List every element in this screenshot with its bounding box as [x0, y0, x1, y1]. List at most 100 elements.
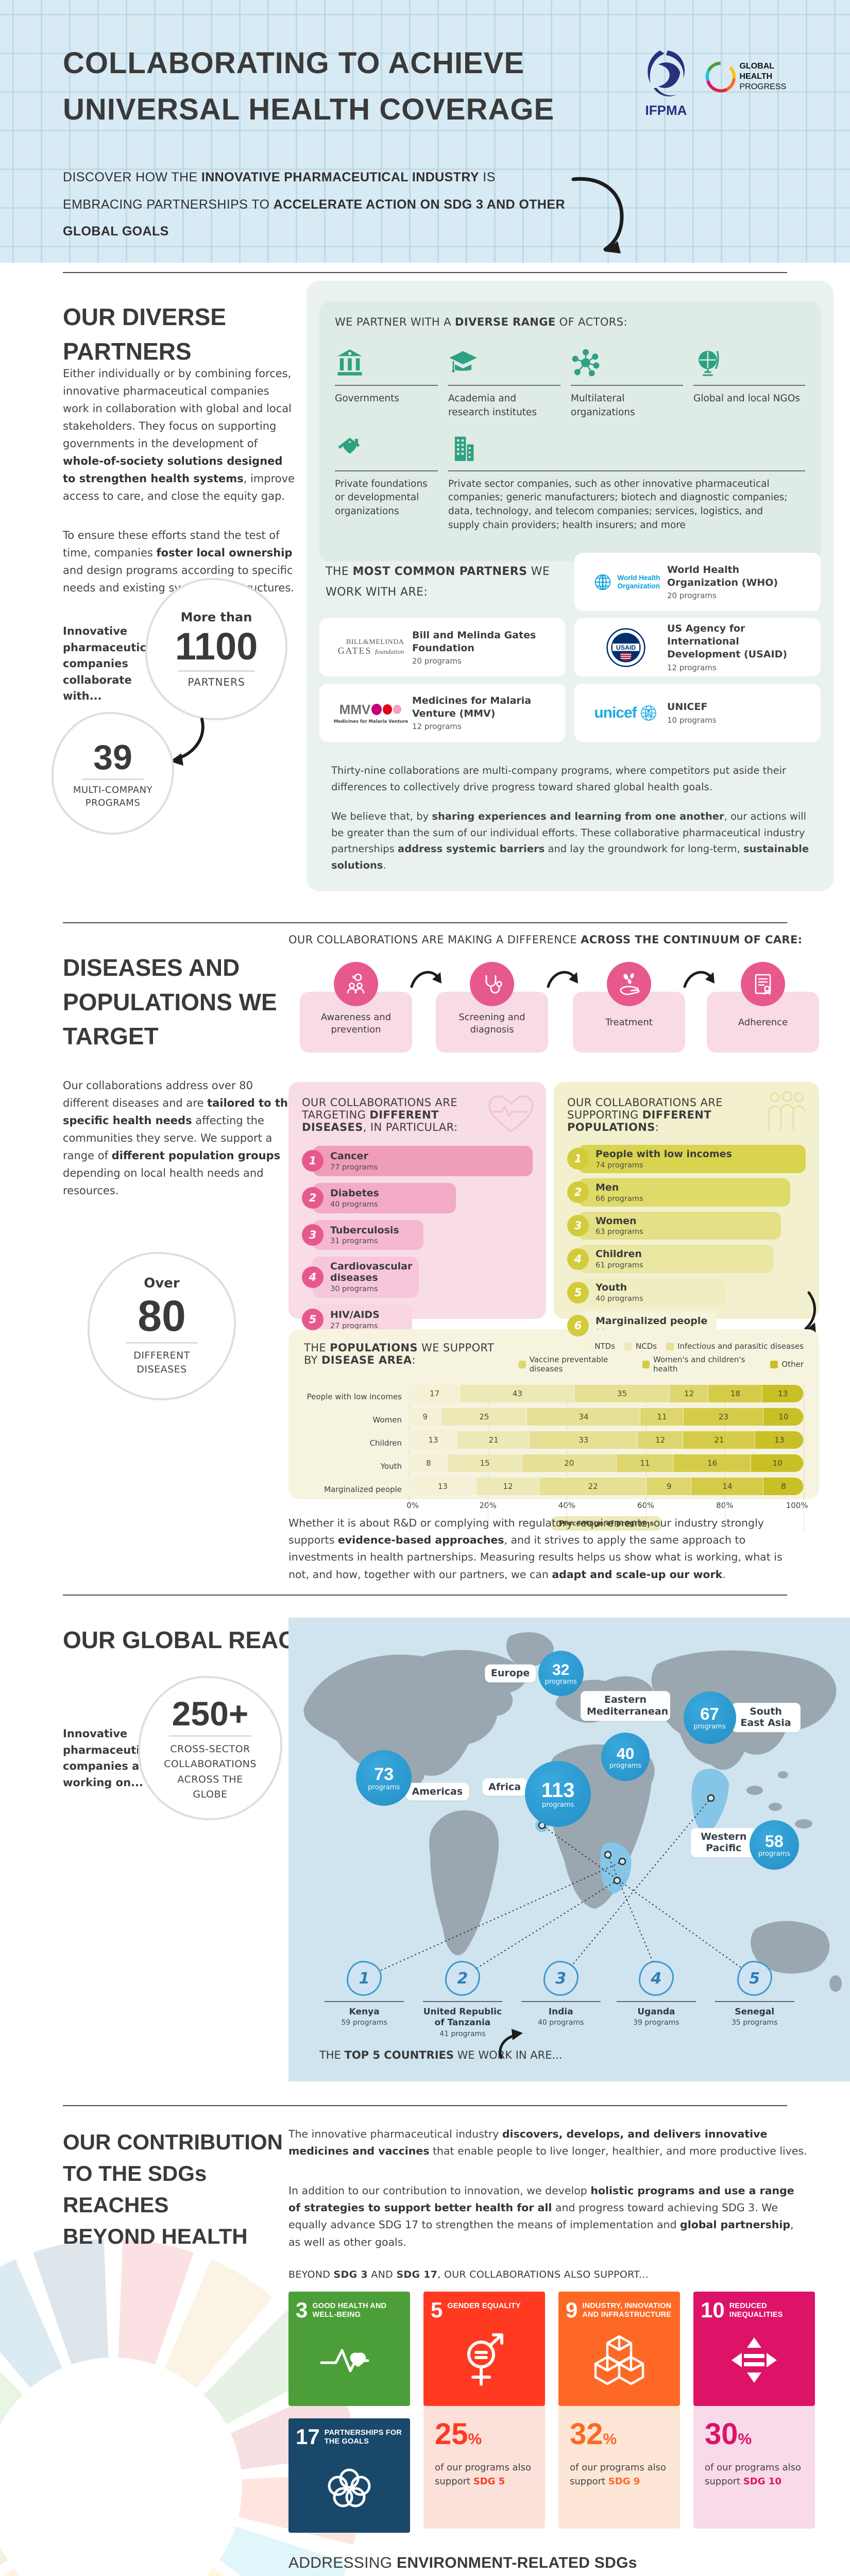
legend-swatch — [770, 1360, 778, 1368]
bar-value: 9 — [667, 1482, 672, 1491]
region-label-africa: Africa — [482, 1778, 528, 1796]
sdg10-percent-panel: 30% of our programs also support SDG 10 — [693, 2406, 815, 2529]
hand-drawn-arrow-down-icon — [571, 177, 624, 253]
text-seg: OUR COLLABORATIONS ARE SUPPORTING — [567, 1096, 723, 1121]
mmv-logo: MMV Medicines for Malaria Venture — [330, 702, 412, 724]
country-tanzania: 2 United Republic of Tanzania 41 program… — [419, 1961, 506, 2038]
disease-row: 4 Cardiovascular diseases 30 programs — [302, 1257, 533, 1298]
stat1-top: More than — [180, 610, 252, 624]
legend-item: Vaccine preventable diseases — [519, 1355, 633, 1374]
partner-programs: 20 programs — [412, 656, 462, 666]
legend-label: Women's and children's health — [653, 1355, 745, 1374]
text-seg: AND — [367, 2269, 397, 2280]
section-divider — [63, 272, 787, 273]
disease-programs: 77 programs — [330, 1163, 378, 1172]
partner-name: UNICEF — [667, 701, 708, 713]
bar-value: 14 — [722, 1482, 733, 1491]
unicef-emblem-icon — [640, 705, 656, 721]
percent-sign: % — [738, 2431, 752, 2448]
curve-arrow-icon — [683, 971, 715, 988]
percent-value: 32 — [570, 2417, 603, 2451]
bar-value: 9 — [422, 1412, 428, 1421]
graduation-cap-icon — [449, 351, 477, 372]
partner-programs: 12 programs — [412, 722, 462, 732]
bar-value: 25 — [479, 1412, 489, 1421]
diverse-partners-section: OUR DIVERSE PARTNERS Either individually… — [0, 263, 850, 922]
population-name: Women — [596, 1215, 637, 1227]
heading-line: TARGET — [63, 1023, 159, 1050]
region-value: 58 — [765, 1832, 784, 1851]
bar-value: 8 — [781, 1482, 786, 1491]
partner-card-who: World Health Organization World Health O… — [574, 553, 821, 611]
sdg-number: 3 — [296, 2298, 308, 2322]
country-programs: 35 programs — [732, 2019, 778, 2027]
population-programs: 61 programs — [596, 1261, 643, 1270]
actor-private-sector: Private sector companies, such as other … — [448, 433, 805, 533]
ifpma-logo: IFPMA — [638, 49, 694, 118]
partner-name: US Agency for International Development … — [667, 623, 788, 660]
actor-rule — [448, 385, 560, 386]
text-seg: ADDRESSING — [288, 2554, 397, 2571]
text-bold: whole-of-society solutions designed to s… — [63, 455, 283, 485]
hero-section: COLLABORATING TO ACHIEVE UNIVERSAL HEALT… — [0, 0, 850, 263]
sdg5-percent-panel: 25% of our programs also support SDG 5 — [423, 2406, 545, 2529]
actor-rule — [335, 470, 438, 471]
country-name: United Republic of Tanzania — [423, 2007, 502, 2028]
region-value: 67 — [700, 1704, 719, 1723]
heading-line: OUR CONTRIBUTION — [63, 2130, 283, 2154]
region-value: 32 — [552, 1661, 570, 1679]
heading-line: DISEASES AND — [63, 954, 240, 981]
stat-underline — [169, 1735, 251, 1737]
bar-value: 12 — [503, 1482, 513, 1491]
ghp-logo-line1: GLOBAL HEALTH — [739, 62, 774, 81]
bar-value: 10 — [778, 1412, 789, 1421]
text-bold: evidence-based approaches — [337, 1534, 504, 1547]
country-name: Kenya — [349, 2007, 380, 2017]
bar-value: 21 — [488, 1435, 499, 1445]
text-bold: SDG 17 — [396, 2269, 438, 2280]
region-unit: programs — [368, 1783, 400, 1791]
text-seg: BEYOND — [288, 2269, 334, 2280]
bar-value: 18 — [730, 1389, 741, 1398]
disease-row: 1 Cancer 77 programs — [302, 1146, 533, 1176]
region-label-eastern-mediterranean: Eastern Mediterranean — [581, 1691, 670, 1721]
population-row: 1 People with low incomes 74 programs — [567, 1145, 806, 1173]
legend-item: NCDs — [624, 1342, 657, 1351]
country-india: 3 India 40 programs — [517, 1961, 605, 2027]
country-rank-badge: 1 — [347, 1961, 382, 1996]
continuum-title: OUR COLLABORATIONS ARE MAKING A DIFFEREN… — [288, 934, 803, 946]
mmv-logo-caption: Medicines for Malaria Venture — [333, 719, 409, 724]
ifpma-mark-icon — [648, 50, 685, 97]
region-unit: programs — [693, 1723, 726, 1731]
country-uganda: 4 Uganda 39 programs — [613, 1961, 700, 2027]
text-bold: POPULATIONS — [330, 1342, 418, 1354]
stethoscope-icon — [470, 962, 514, 1006]
bar-row: 13 12 22 9 14 8 — [409, 1478, 804, 1495]
text-bold: ENVIRONMENT-RELATED SDGs — [397, 2554, 637, 2571]
actors-panel: WE PARTNER WITH A DIVERSE RANGE OF ACTOR… — [319, 301, 821, 562]
kenya-marker — [618, 1857, 626, 1866]
actor-rule — [335, 385, 438, 386]
legend-swatch — [519, 1360, 526, 1368]
text-seg: that enable people to live longer, healt… — [429, 2145, 807, 2158]
note-paragraph-1: Thirty-nine collaborations are multi-com… — [331, 765, 787, 793]
stat2-label: MULTI-COMPANY PROGRAMS — [73, 785, 153, 808]
text-bold: tailored to the specific health needs — [63, 1097, 296, 1127]
text-bold: DISEASE AREA — [321, 1354, 412, 1366]
reach-lead: Innovative pharmaceutical companies are … — [63, 1727, 158, 1789]
rank-badge: 3 — [567, 1214, 589, 1236]
unicef-logo-text: unicef — [594, 704, 637, 721]
bar-value: 8 — [426, 1459, 431, 1468]
region-label-south-east-asia: South East Asia — [731, 1702, 801, 1733]
text-seg: . — [722, 1568, 726, 1581]
rank-badge: 1 — [302, 1150, 324, 1172]
legend-item: NTDs — [583, 1342, 615, 1351]
partner-programs: 10 programs — [667, 715, 717, 725]
uganda-marker — [604, 1851, 612, 1859]
text-seg: and lay the groundwork for long-term, — [545, 843, 743, 855]
text-bold: sustainable solutions — [331, 843, 809, 871]
text-bold: address systemic barriers — [398, 843, 545, 855]
disease-programs: 40 programs — [330, 1200, 378, 1209]
text-bold: sharing experiences and learning from on… — [432, 810, 724, 823]
mmv-dots-icon — [371, 704, 402, 715]
